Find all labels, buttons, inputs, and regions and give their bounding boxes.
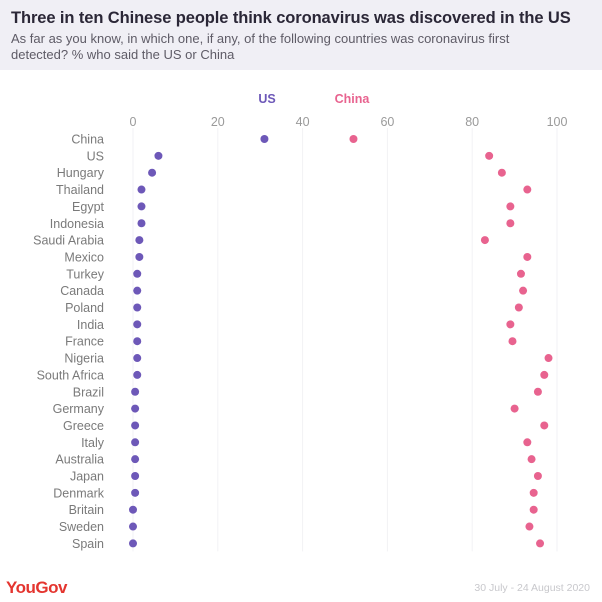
- dot-china-denmark: [529, 488, 538, 497]
- category-label: Hungary: [57, 166, 105, 180]
- category-label: Italy: [81, 436, 105, 450]
- data-points: [129, 135, 553, 548]
- x-tick-label: 80: [465, 115, 479, 129]
- dot-us-germany: [131, 404, 140, 413]
- x-axis-ticks: 0 20 40 60 80 100: [130, 115, 568, 129]
- category-label: Greece: [63, 419, 104, 433]
- category-label: Australia: [55, 453, 104, 467]
- category-label: Thailand: [56, 183, 104, 197]
- category-label: China: [71, 133, 104, 147]
- dot-us-saudi-arabia: [135, 236, 144, 245]
- dot-us-japan: [131, 472, 140, 480]
- dot-us-egypt: [137, 202, 146, 211]
- dot-china-indonesia: [506, 219, 515, 228]
- legend-label-us: US: [258, 92, 275, 106]
- dot-us-canada: [133, 286, 142, 295]
- x-tick-label: 40: [296, 115, 310, 129]
- dot-china-poland: [514, 303, 523, 312]
- category-label: Indonesia: [50, 217, 104, 231]
- category-label: Japan: [70, 470, 104, 484]
- category-label: Turkey: [66, 267, 104, 281]
- dot-china-australia: [527, 455, 536, 464]
- dot-us-spain: [129, 539, 137, 548]
- dot-china-britain: [529, 505, 538, 514]
- category-label: Brazil: [73, 385, 104, 399]
- dot-us-us: [154, 151, 163, 160]
- gridlines: [132, 128, 558, 552]
- x-tick-label: 100: [547, 115, 568, 129]
- chart-subtitle: As far as you know, in which one, if any…: [11, 31, 510, 62]
- dot-us-turkey: [133, 269, 142, 278]
- legend-label-china: China: [335, 92, 371, 106]
- category-label: Britain: [69, 503, 104, 517]
- dot-china-italy: [523, 438, 532, 447]
- date-range: 30 July - 24 August 2020: [474, 582, 590, 594]
- category-label: Denmark: [53, 486, 104, 500]
- category-label: Canada: [60, 284, 104, 298]
- dot-china-china: [349, 135, 358, 143]
- chart-title: Three in ten Chinese people think corona…: [11, 9, 571, 27]
- category-labels: China US Hungary Thailand Egypt Indonesia Saud…: [33, 133, 105, 551]
- yougov-logo: YouGov: [6, 578, 67, 597]
- category-label: India: [77, 318, 104, 332]
- dot-china-france: [508, 337, 517, 346]
- dot-china-thailand: [523, 185, 532, 194]
- x-tick-label: 0: [130, 115, 137, 129]
- dot-china-mexico: [523, 252, 532, 261]
- dot-us-australia: [131, 455, 140, 464]
- legend: US China: [258, 92, 370, 106]
- dot-us-china: [260, 135, 269, 143]
- dot-us-hungary: [148, 168, 157, 177]
- dot-us-mexico: [135, 252, 144, 261]
- category-label: Germany: [53, 402, 105, 416]
- dot-china-us: [485, 151, 494, 160]
- dot-us-india: [133, 320, 142, 329]
- header-band: Three in ten Chinese people think corona…: [0, 0, 602, 70]
- dot-us-nigeria: [133, 354, 142, 363]
- dot-us-france: [133, 337, 142, 346]
- category-label: Poland: [65, 301, 104, 315]
- dot-china-greece: [540, 421, 549, 430]
- category-label: US: [87, 149, 104, 163]
- category-label: Egypt: [72, 200, 104, 214]
- dot-china-japan: [533, 472, 542, 480]
- dot-china-germany: [510, 404, 519, 413]
- category-label: Spain: [72, 537, 104, 551]
- dot-us-indonesia: [137, 219, 146, 228]
- dot-us-denmark: [131, 488, 140, 497]
- dot-us-south-africa: [133, 370, 142, 379]
- category-label: France: [65, 335, 104, 349]
- dot-us-poland: [133, 303, 142, 312]
- dot-china-hungary: [497, 168, 506, 177]
- dot-china-spain: [536, 539, 545, 548]
- category-label: Nigeria: [64, 352, 104, 366]
- dot-us-greece: [131, 421, 140, 430]
- dot-us-thailand: [137, 185, 146, 194]
- dot-china-brazil: [533, 387, 542, 396]
- category-label: Saudi Arabia: [33, 234, 104, 248]
- dot-china-saudi-arabia: [480, 236, 489, 245]
- category-label: Mexico: [64, 250, 104, 264]
- dot-china-sweden: [525, 522, 534, 531]
- dot-us-britain: [129, 505, 137, 514]
- dot-china-turkey: [516, 269, 525, 278]
- dot-us-sweden: [129, 522, 137, 531]
- category-label: Sweden: [59, 520, 104, 534]
- x-tick-label: 60: [380, 115, 394, 129]
- dot-china-egypt: [506, 202, 515, 211]
- dot-us-brazil: [131, 387, 140, 396]
- dot-china-south-africa: [540, 370, 549, 379]
- dot-china-canada: [519, 286, 528, 295]
- dot-china-nigeria: [544, 354, 553, 363]
- x-tick-label: 20: [211, 115, 225, 129]
- dot-us-italy: [131, 438, 140, 447]
- category-label: South Africa: [37, 368, 104, 382]
- dot-china-india: [506, 320, 515, 329]
